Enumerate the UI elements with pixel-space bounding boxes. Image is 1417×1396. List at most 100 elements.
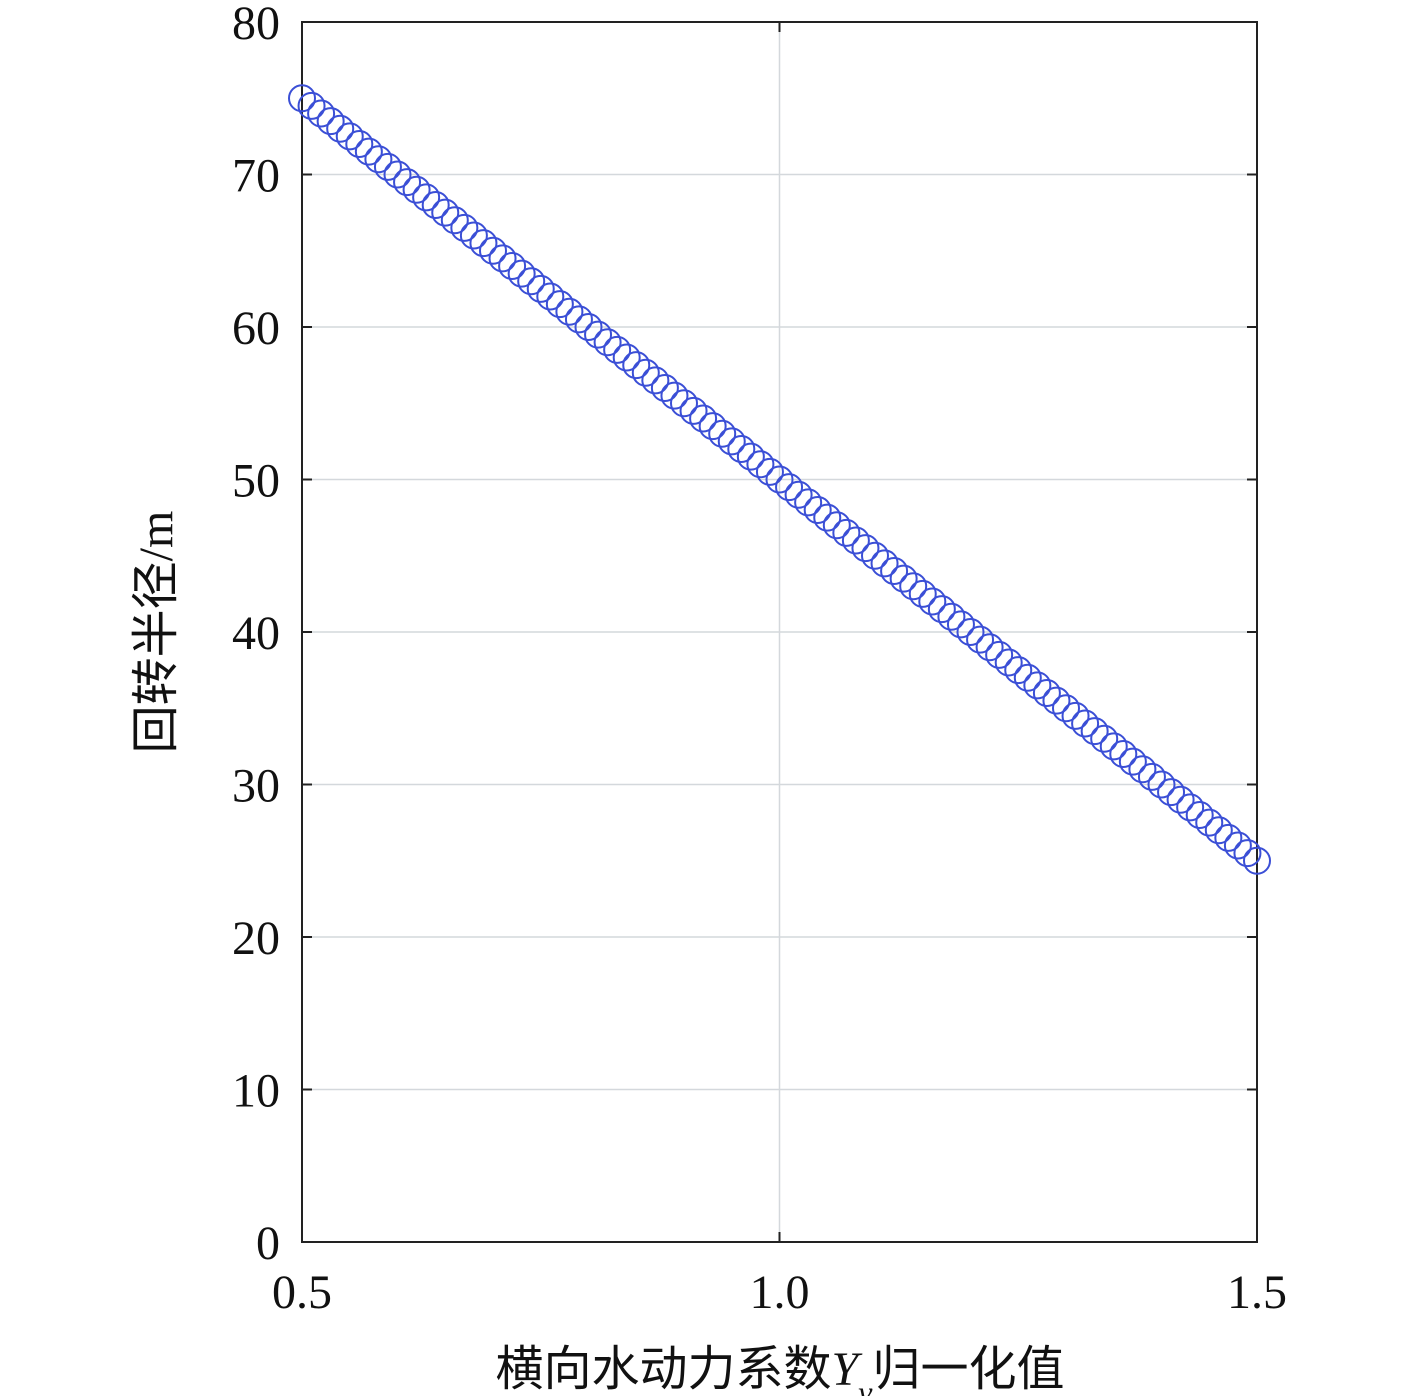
point bbox=[1233, 839, 1262, 868]
point bbox=[1042, 686, 1071, 715]
x-tick-label: 0.5 bbox=[272, 1266, 332, 1319]
y-axis-label: 回转半径/m bbox=[130, 511, 183, 754]
point bbox=[488, 244, 517, 273]
point bbox=[641, 366, 670, 395]
x-axis-label-part: v bbox=[858, 1374, 873, 1396]
point bbox=[727, 435, 756, 463]
point bbox=[440, 206, 469, 235]
point bbox=[736, 442, 765, 471]
point bbox=[316, 107, 345, 136]
point bbox=[650, 374, 679, 402]
point bbox=[1032, 679, 1061, 707]
point bbox=[345, 130, 374, 158]
point bbox=[297, 91, 326, 120]
point bbox=[918, 587, 947, 616]
point bbox=[1223, 831, 1252, 860]
point bbox=[459, 221, 488, 250]
y-tick-label: 60 bbox=[232, 302, 280, 355]
x-axis-label: 横向水动力系数Yv归一化值 bbox=[496, 1343, 1065, 1396]
point bbox=[622, 351, 651, 380]
point bbox=[1157, 778, 1186, 807]
x-axis-label-part: 归一化值 bbox=[872, 1343, 1064, 1396]
point bbox=[794, 488, 823, 517]
point bbox=[1176, 793, 1205, 822]
y-tick-label: 0 bbox=[256, 1217, 280, 1270]
point bbox=[402, 175, 431, 204]
y-tick-label: 80 bbox=[232, 0, 280, 50]
point bbox=[431, 198, 460, 227]
point bbox=[469, 229, 498, 258]
point bbox=[393, 168, 422, 197]
point bbox=[841, 526, 870, 555]
point bbox=[412, 183, 441, 212]
point bbox=[1185, 801, 1214, 829]
x-axis-label-part: Y bbox=[832, 1343, 863, 1396]
point bbox=[584, 320, 613, 349]
point bbox=[1147, 770, 1176, 799]
point bbox=[1013, 663, 1042, 692]
point bbox=[1052, 694, 1080, 723]
point bbox=[479, 236, 507, 265]
point bbox=[937, 602, 966, 631]
point bbox=[517, 267, 546, 296]
y-tick-label: 40 bbox=[232, 607, 280, 660]
point bbox=[803, 496, 832, 524]
point bbox=[507, 259, 536, 288]
point bbox=[956, 618, 985, 646]
point bbox=[660, 381, 689, 410]
point bbox=[755, 457, 784, 486]
point bbox=[555, 297, 584, 326]
point bbox=[1023, 671, 1052, 700]
point bbox=[775, 473, 804, 502]
point bbox=[498, 252, 527, 280]
point bbox=[689, 404, 718, 433]
point bbox=[899, 572, 928, 601]
point bbox=[1109, 740, 1138, 768]
point bbox=[1195, 808, 1224, 837]
point bbox=[603, 335, 632, 364]
plot-frame bbox=[301, 21, 1258, 1243]
point bbox=[373, 152, 402, 181]
point bbox=[1080, 717, 1109, 746]
point bbox=[1061, 701, 1090, 730]
y-tick-label: 10 bbox=[232, 1065, 280, 1118]
x-axis-label-part: 横向水动力系数 bbox=[496, 1343, 832, 1396]
point bbox=[450, 213, 479, 242]
point bbox=[421, 191, 450, 219]
point bbox=[288, 84, 316, 113]
point bbox=[927, 595, 956, 624]
point bbox=[536, 282, 565, 311]
point bbox=[880, 557, 909, 585]
point bbox=[1128, 755, 1157, 784]
point bbox=[383, 160, 412, 189]
point bbox=[574, 313, 603, 341]
point bbox=[1071, 709, 1100, 738]
point bbox=[966, 625, 995, 654]
point bbox=[889, 564, 918, 593]
point bbox=[717, 427, 746, 456]
y-tick-label: 20 bbox=[232, 912, 280, 965]
point bbox=[765, 465, 794, 494]
point bbox=[1204, 816, 1233, 845]
point bbox=[593, 328, 622, 357]
y-tick-label: 70 bbox=[232, 150, 280, 203]
point bbox=[870, 549, 899, 578]
point bbox=[813, 503, 842, 532]
point bbox=[545, 290, 574, 319]
x-tick-label: 1.0 bbox=[750, 1266, 810, 1319]
point bbox=[946, 610, 975, 639]
point bbox=[670, 389, 698, 418]
point bbox=[975, 633, 1004, 662]
point bbox=[1090, 724, 1119, 753]
point bbox=[746, 450, 775, 479]
point bbox=[908, 579, 937, 608]
point bbox=[679, 396, 708, 425]
y-tick-label: 50 bbox=[232, 455, 280, 508]
y-tick-label: 30 bbox=[232, 760, 280, 813]
point bbox=[851, 534, 880, 563]
point bbox=[354, 137, 383, 166]
point bbox=[364, 145, 393, 174]
point bbox=[564, 305, 593, 334]
point bbox=[698, 412, 727, 441]
